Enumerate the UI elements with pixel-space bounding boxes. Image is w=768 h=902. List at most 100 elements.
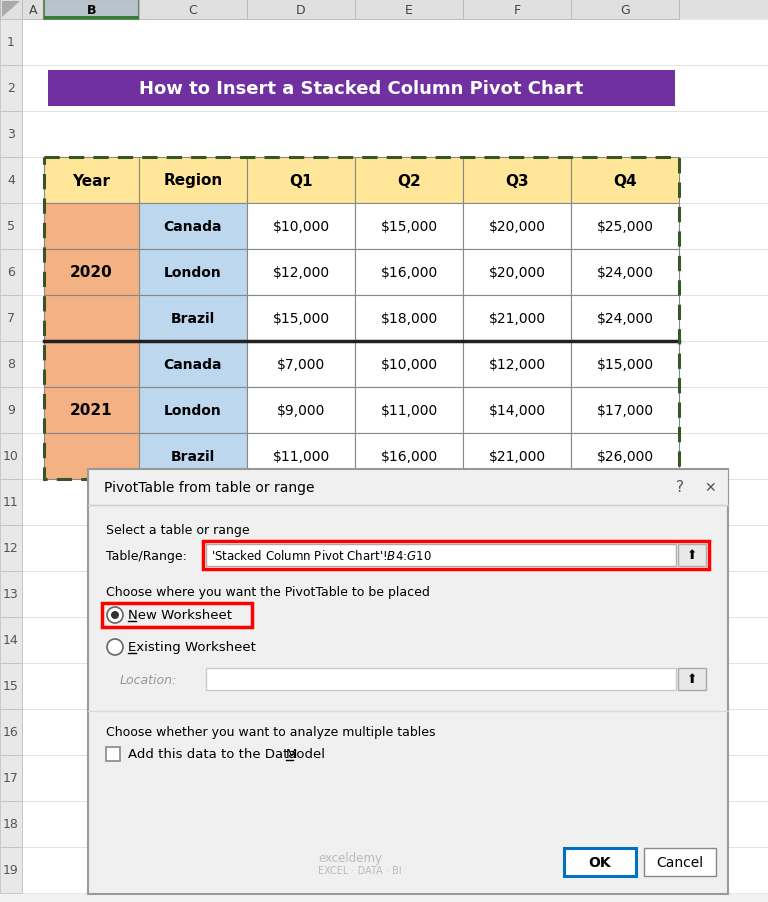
Bar <box>0 0 768 20</box>
Text: $15,000: $15,000 <box>273 312 329 326</box>
Text: Brazil: Brazil <box>170 449 215 464</box>
Text: $14,000: $14,000 <box>488 403 545 418</box>
Text: ⬆: ⬆ <box>687 673 697 686</box>
Bar <box>463 250 571 296</box>
Bar <box>571 250 679 296</box>
Text: E: E <box>405 4 413 16</box>
Bar <box>247 158 355 204</box>
Bar <box>247 296 355 342</box>
Text: ✕: ✕ <box>704 481 716 494</box>
Text: Q3: Q3 <box>505 173 529 189</box>
Text: Brazil: Brazil <box>170 312 215 326</box>
Text: C: C <box>189 4 197 16</box>
Text: 15: 15 <box>3 680 19 693</box>
Bar <box>22 112 768 158</box>
Bar <box>102 603 252 627</box>
Bar <box>0 158 22 204</box>
Bar <box>0 342 22 388</box>
Bar <box>571 158 679 204</box>
Bar <box>139 0 247 20</box>
Bar <box>0 204 22 250</box>
Text: PivotTable from table or range: PivotTable from table or range <box>104 481 315 494</box>
Text: London: London <box>164 403 222 418</box>
Circle shape <box>107 640 123 655</box>
Bar <box>44 388 139 434</box>
Text: 6: 6 <box>7 266 15 280</box>
Text: ?: ? <box>676 480 684 495</box>
Text: $9,000: $9,000 <box>276 403 325 418</box>
Bar <box>44 0 139 20</box>
Bar <box>0 526 22 571</box>
Bar <box>139 158 247 204</box>
Text: 12: 12 <box>3 542 19 555</box>
Text: $16,000: $16,000 <box>380 266 438 280</box>
Text: $7,000: $7,000 <box>277 357 325 372</box>
Bar <box>0 296 22 342</box>
Bar <box>22 847 768 893</box>
Bar <box>206 545 676 566</box>
Bar <box>463 342 571 388</box>
Bar <box>463 204 571 250</box>
Bar <box>355 296 463 342</box>
Bar <box>355 342 463 388</box>
Text: exceldemy: exceldemy <box>318 851 382 864</box>
Bar <box>0 250 22 296</box>
Text: 4: 4 <box>7 174 15 188</box>
Bar <box>247 250 355 296</box>
Circle shape <box>107 607 123 623</box>
Bar <box>678 545 706 566</box>
Text: Model: Model <box>286 748 326 760</box>
Text: Location:: Location: <box>120 673 177 686</box>
Text: $20,000: $20,000 <box>488 220 545 234</box>
Text: $10,000: $10,000 <box>273 220 329 234</box>
Text: $16,000: $16,000 <box>380 449 438 464</box>
Bar <box>571 342 679 388</box>
Text: Add this data to the Data: Add this data to the Data <box>128 748 301 760</box>
Bar <box>139 204 247 250</box>
Text: Region: Region <box>164 173 223 189</box>
Bar <box>355 0 463 20</box>
Bar <box>44 158 139 204</box>
Bar <box>22 480 768 526</box>
Text: 2021: 2021 <box>70 403 113 418</box>
Bar <box>0 434 22 480</box>
Bar <box>88 469 728 894</box>
Bar <box>247 0 355 20</box>
Bar <box>247 342 355 388</box>
Text: $15,000: $15,000 <box>380 220 438 234</box>
Bar <box>0 617 22 663</box>
Bar <box>644 848 716 876</box>
Text: 3: 3 <box>7 128 15 142</box>
Text: Table/Range:: Table/Range: <box>106 549 187 562</box>
Bar <box>564 848 636 876</box>
Bar <box>463 434 571 480</box>
Bar <box>571 0 679 20</box>
Bar <box>139 388 247 434</box>
Bar <box>22 526 768 571</box>
Text: B: B <box>87 4 96 16</box>
Text: $12,000: $12,000 <box>273 266 329 280</box>
Bar <box>247 388 355 434</box>
Bar <box>22 20 768 66</box>
Text: 14: 14 <box>3 634 19 647</box>
Bar <box>355 158 463 204</box>
Text: 11: 11 <box>3 496 19 509</box>
Bar <box>139 296 247 342</box>
Bar <box>139 434 247 480</box>
Bar <box>22 296 768 342</box>
Bar <box>571 434 679 480</box>
Bar <box>0 801 22 847</box>
Bar <box>44 250 139 296</box>
Text: 2: 2 <box>7 82 15 96</box>
Bar <box>463 388 571 434</box>
Text: Existing Worksheet: Existing Worksheet <box>128 640 256 654</box>
Bar <box>355 204 463 250</box>
Text: $17,000: $17,000 <box>597 403 654 418</box>
Text: 2020: 2020 <box>70 265 113 281</box>
Bar <box>139 250 247 296</box>
Text: $24,000: $24,000 <box>597 312 654 326</box>
Text: 1: 1 <box>7 36 15 50</box>
Text: $21,000: $21,000 <box>488 312 545 326</box>
Text: 8: 8 <box>7 358 15 371</box>
Text: $12,000: $12,000 <box>488 357 545 372</box>
